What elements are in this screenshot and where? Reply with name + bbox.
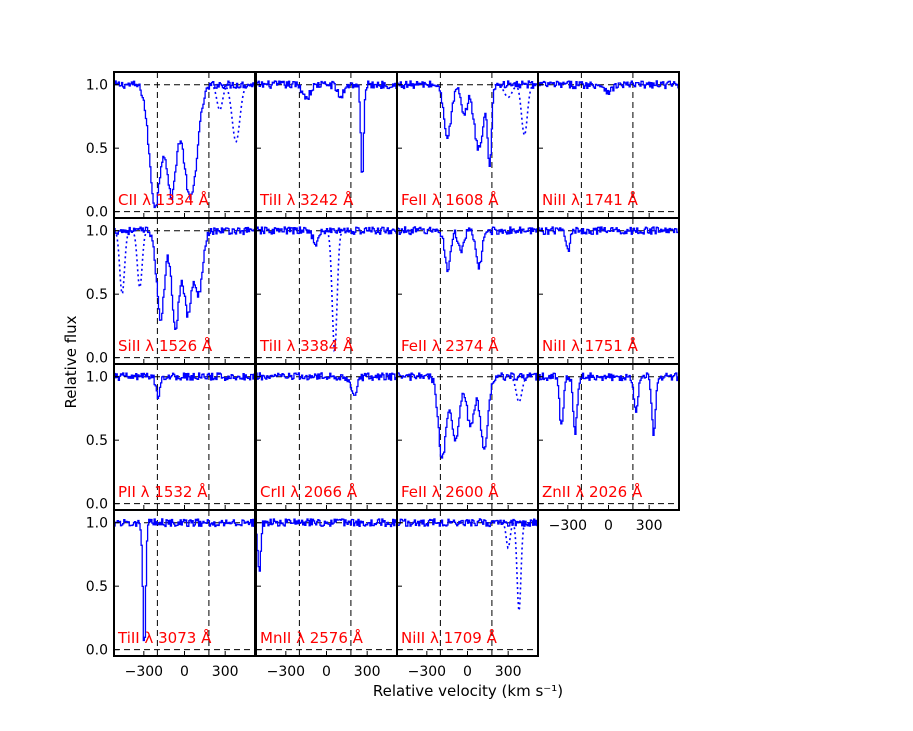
panel-label: TiII λ 3384 Å bbox=[259, 336, 354, 355]
panel-9: CrII λ 2066 Å bbox=[255, 363, 398, 511]
y-tick-label: 0.0 bbox=[86, 205, 108, 221]
panel-13: −300 0 300 MnII λ 2576 Å bbox=[255, 509, 398, 680]
panel-11: −300 0 300 ZnII λ 2026 Å bbox=[537, 363, 680, 534]
y-tick-label: 0.0 bbox=[86, 643, 108, 659]
spectrum-line bbox=[114, 518, 255, 642]
x-tick-label: 300 bbox=[636, 518, 663, 534]
x-tick-label: 0 bbox=[463, 664, 472, 680]
spectrum-line bbox=[538, 80, 679, 95]
panel-2: FeII λ 1608 Å bbox=[396, 71, 539, 219]
spectrum-line bbox=[114, 226, 255, 331]
x-tick-label: −300 bbox=[267, 664, 305, 680]
y-tick-label: 1.0 bbox=[86, 78, 108, 94]
spectrum-line bbox=[256, 226, 397, 247]
x-tick-label: −300 bbox=[125, 664, 163, 680]
panel-0: 0.0 0.5 1.0 CII λ 1334 Å bbox=[86, 71, 256, 221]
blend-line-0 bbox=[325, 230, 344, 353]
panel-12: 0.0 0.5 1.0 −300 0 300 TiII λ 3073 Å bbox=[86, 509, 256, 680]
panel-10: FeII λ 2600 Å bbox=[396, 363, 539, 511]
y-axis-title: Relative flux bbox=[62, 315, 80, 408]
panel-label: CrII λ 2066 Å bbox=[260, 482, 358, 501]
panel-label: MnII λ 2576 Å bbox=[260, 628, 364, 647]
panel-label: FeII λ 2374 Å bbox=[401, 336, 499, 355]
panel-1: TiII λ 3242 Å bbox=[255, 71, 398, 219]
spectrum-line bbox=[397, 226, 538, 273]
y-tick-label: 1.0 bbox=[86, 224, 108, 240]
x-tick-label: −300 bbox=[549, 518, 587, 534]
panel-label: PII λ 1532 Å bbox=[118, 482, 208, 501]
panel-3: NiII λ 1741 Å bbox=[537, 71, 680, 219]
blend-line-1 bbox=[131, 230, 148, 289]
spectrum-line bbox=[397, 518, 538, 528]
panel-label: ZnII λ 2026 Å bbox=[542, 482, 643, 501]
panel-4: 0.0 0.5 1.0 SiII λ 1526 Å bbox=[86, 217, 256, 367]
panel-7: NiII λ 1751 Å bbox=[537, 217, 680, 365]
x-tick-label: 0 bbox=[180, 664, 189, 680]
panel-label: FeII λ 2600 Å bbox=[401, 482, 499, 501]
panel-label: TiII λ 3073 Å bbox=[117, 628, 212, 647]
y-tick-label: 1.0 bbox=[86, 370, 108, 386]
blend-line-0 bbox=[511, 522, 526, 611]
y-tick-label: 0.5 bbox=[86, 287, 108, 303]
panel-label: CII λ 1334 Å bbox=[118, 190, 210, 209]
spectrum-line bbox=[397, 372, 538, 459]
x-tick-label: −300 bbox=[408, 664, 446, 680]
blend-line-0 bbox=[114, 230, 131, 295]
panel-14: −300 0 300 NiII λ 1709 Å bbox=[396, 509, 539, 680]
x-axis-title: Relative velocity (km s⁻¹) bbox=[373, 682, 563, 700]
y-tick-label: 0.0 bbox=[86, 351, 108, 367]
x-tick-label: 0 bbox=[604, 518, 613, 534]
panel-label: NiII λ 1709 Å bbox=[401, 628, 498, 647]
panel-label: FeII λ 1608 Å bbox=[401, 190, 499, 209]
panel-label: TiII λ 3242 Å bbox=[259, 190, 354, 209]
panel-5: TiII λ 3384 Å bbox=[255, 217, 398, 365]
x-tick-label: 300 bbox=[354, 664, 381, 680]
panel-8: 0.0 0.5 1.0 PII λ 1532 Å bbox=[86, 363, 256, 513]
spectrum-line bbox=[256, 518, 397, 572]
y-tick-label: 0.0 bbox=[86, 497, 108, 513]
x-tick-label: 300 bbox=[212, 664, 239, 680]
y-tick-label: 1.0 bbox=[86, 516, 108, 532]
panel-label: NiII λ 1741 Å bbox=[542, 190, 639, 209]
x-tick-label: 0 bbox=[322, 664, 331, 680]
x-tick-label: 300 bbox=[495, 664, 522, 680]
y-tick-label: 0.5 bbox=[86, 141, 108, 157]
panel-6: FeII λ 2374 Å bbox=[396, 217, 539, 365]
spectrum-line bbox=[256, 372, 397, 396]
blend-line-1 bbox=[501, 521, 515, 550]
y-tick-label: 0.5 bbox=[86, 579, 108, 595]
blend-line-0 bbox=[222, 84, 250, 143]
spectrum-line bbox=[538, 226, 679, 252]
panel-label: SiII λ 1526 Å bbox=[118, 336, 213, 355]
spectrum-line bbox=[256, 80, 397, 173]
panel-label: NiII λ 1751 Å bbox=[542, 336, 639, 355]
y-tick-label: 0.5 bbox=[86, 433, 108, 449]
spectrum-line bbox=[397, 80, 538, 167]
spectrum-line bbox=[114, 372, 255, 400]
spectrum-line bbox=[538, 372, 679, 437]
blend-line-1 bbox=[514, 84, 535, 136]
panels: 0.0 0.5 1.0 CII λ 1334 Å TiII λ 3242 Å FeII λ… bbox=[86, 71, 680, 680]
spectrum-line bbox=[114, 80, 255, 209]
